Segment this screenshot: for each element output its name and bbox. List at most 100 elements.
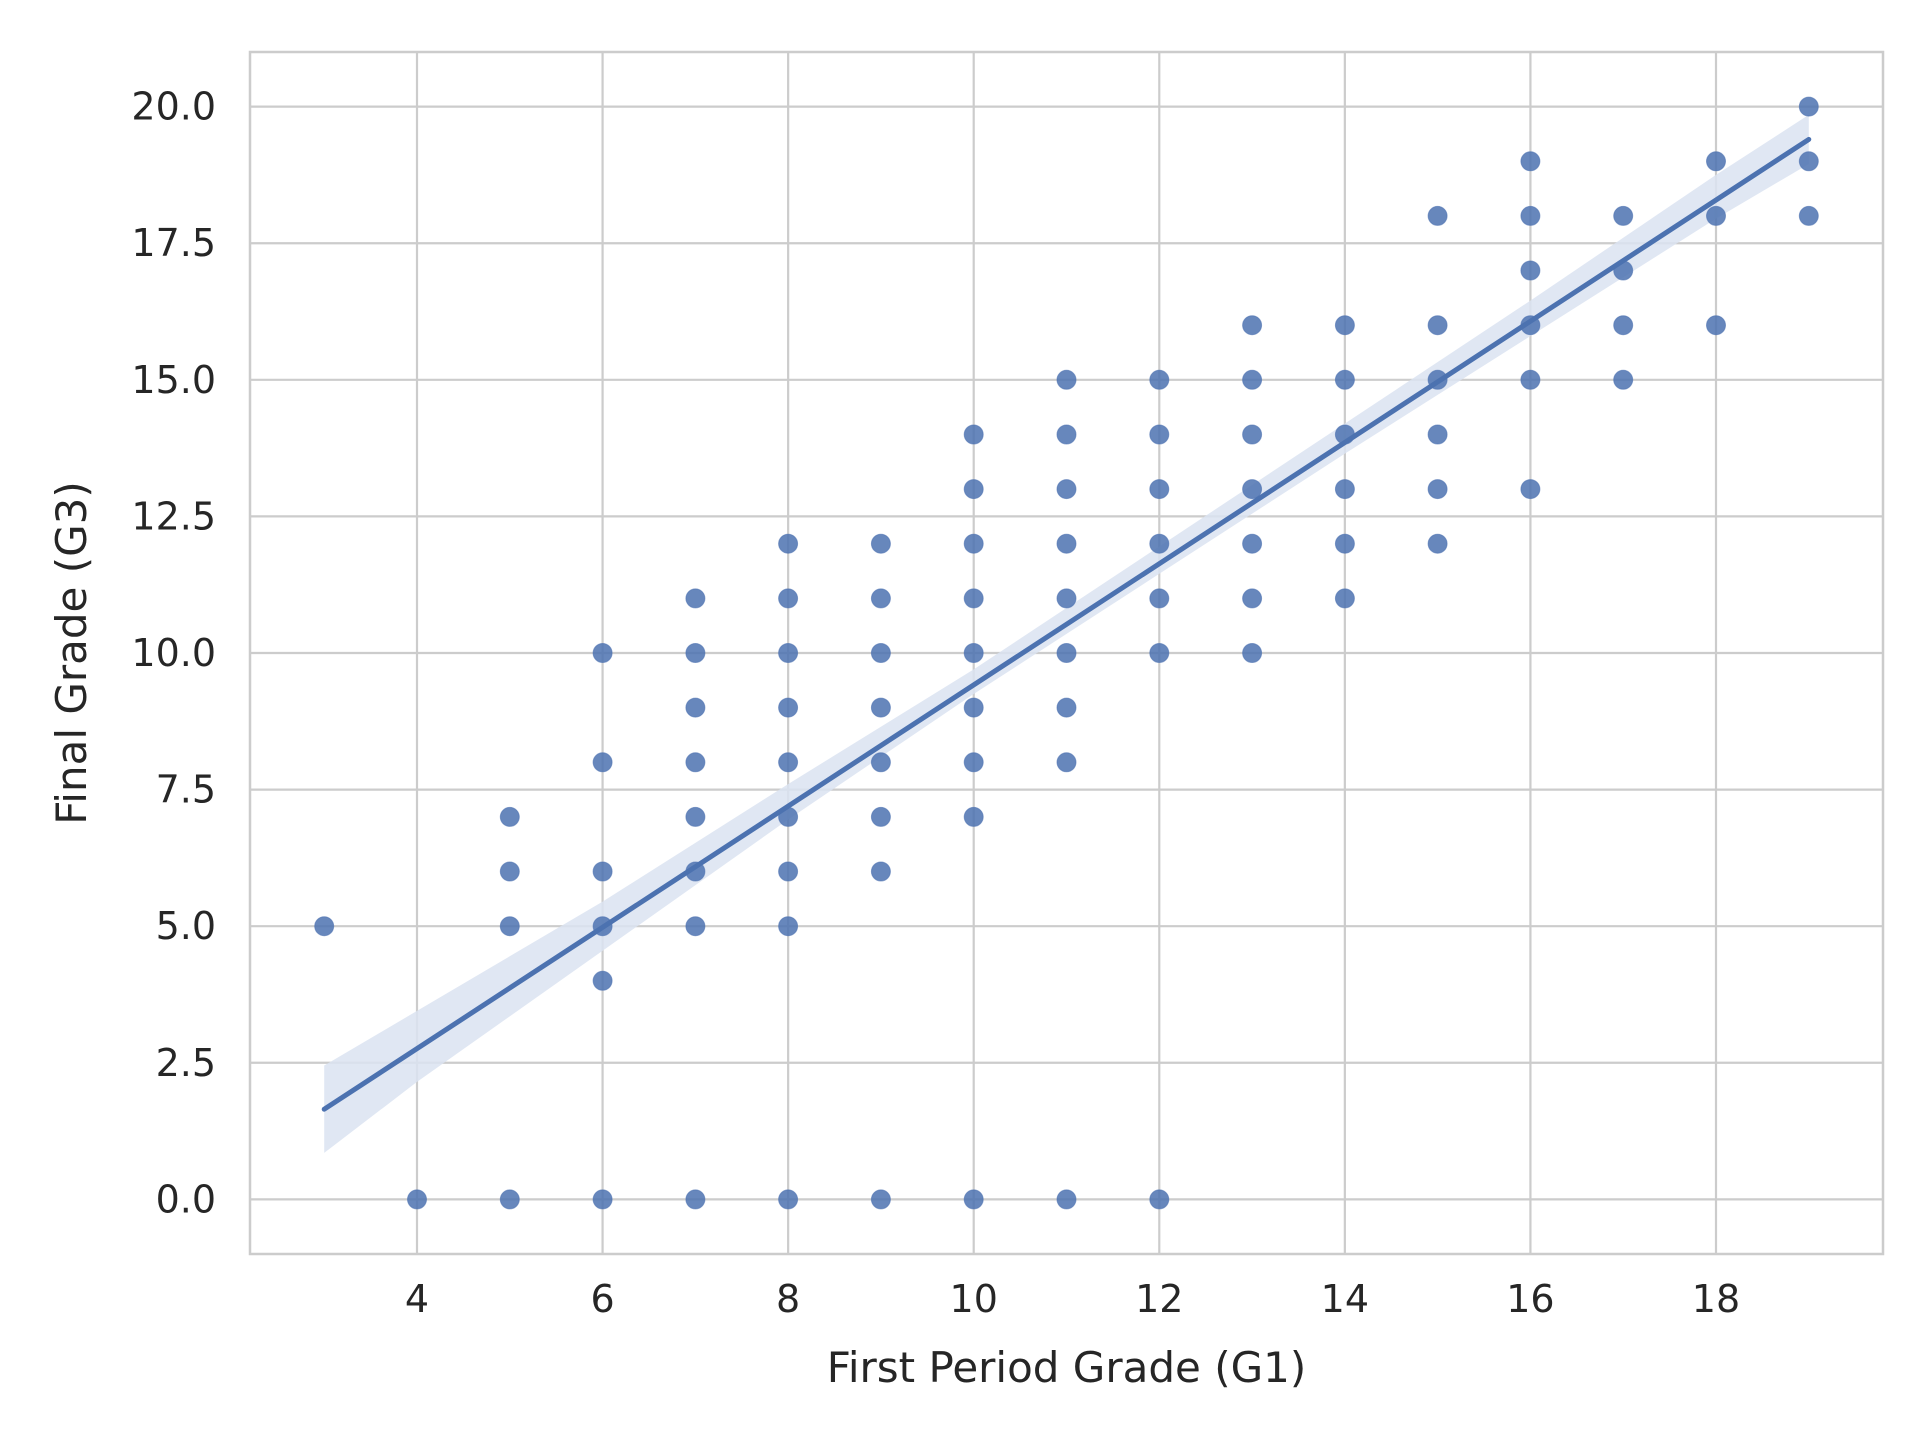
x-axis-title: First Period Grade (G1) bbox=[827, 1343, 1307, 1392]
data-point bbox=[685, 916, 706, 937]
data-point bbox=[1149, 369, 1170, 390]
data-point bbox=[1427, 315, 1448, 336]
data-point bbox=[1520, 260, 1541, 281]
data-point bbox=[1613, 205, 1634, 226]
data-point bbox=[592, 970, 613, 991]
data-point bbox=[870, 861, 891, 882]
data-point bbox=[685, 806, 706, 827]
data-point bbox=[1056, 479, 1077, 500]
data-point bbox=[1056, 697, 1077, 718]
data-point bbox=[1427, 424, 1448, 445]
y-tick-label: 0.0 bbox=[156, 1177, 216, 1221]
y-tick-labels: 0.0 2.5 5.0 7.5 10.0 12.5 15.0 17.5 20.0 bbox=[131, 85, 216, 1222]
x-tick-label: 12 bbox=[1135, 1277, 1183, 1321]
data-point bbox=[963, 806, 984, 827]
data-point bbox=[685, 697, 706, 718]
x-tick-label: 4 bbox=[405, 1277, 429, 1321]
y-tick-label: 17.5 bbox=[131, 221, 216, 265]
plot-area-frame bbox=[248, 50, 1885, 1256]
data-point bbox=[1056, 1189, 1077, 1210]
data-point bbox=[407, 1189, 427, 1210]
data-point bbox=[685, 643, 706, 663]
data-point bbox=[499, 916, 520, 937]
y-tick-label: 12.5 bbox=[131, 494, 216, 538]
x-tick-label: 16 bbox=[1506, 1277, 1554, 1321]
data-point bbox=[1334, 479, 1355, 500]
y-tick-label: 7.5 bbox=[156, 768, 216, 812]
data-point bbox=[1798, 96, 1819, 117]
data-point bbox=[870, 643, 891, 663]
x-tick-label: 14 bbox=[1321, 1277, 1369, 1321]
data-point bbox=[963, 1189, 984, 1210]
data-point bbox=[1242, 369, 1263, 390]
data-point bbox=[1149, 424, 1170, 445]
data-point bbox=[1149, 588, 1170, 609]
x-tick-labels: 4 6 8 10 12 14 16 18 bbox=[405, 1277, 1740, 1321]
data-point bbox=[685, 588, 706, 609]
data-point bbox=[685, 1189, 706, 1210]
data-point bbox=[1242, 424, 1263, 445]
y-tick-label: 10.0 bbox=[131, 631, 216, 675]
data-point bbox=[778, 533, 799, 554]
data-point bbox=[1520, 479, 1541, 500]
regression-line-layer bbox=[321, 136, 1812, 1112]
x-tick-label: 10 bbox=[950, 1277, 998, 1321]
data-point bbox=[1242, 315, 1263, 336]
data-point bbox=[1056, 533, 1077, 554]
data-point bbox=[1056, 424, 1077, 445]
data-point bbox=[1334, 588, 1355, 609]
data-point bbox=[1149, 533, 1170, 554]
data-point bbox=[778, 588, 799, 609]
data-point bbox=[870, 806, 891, 827]
data-point bbox=[1056, 369, 1077, 390]
data-point bbox=[1613, 315, 1634, 336]
y-axis-title: Final Grade (G3) bbox=[47, 481, 96, 825]
data-point bbox=[1056, 643, 1077, 663]
data-point bbox=[963, 643, 984, 663]
y-tick-label: 5.0 bbox=[156, 904, 216, 948]
y-tick-label: 20.0 bbox=[131, 85, 216, 129]
data-point bbox=[1149, 479, 1170, 500]
data-point bbox=[499, 861, 520, 882]
data-point bbox=[1520, 151, 1541, 172]
data-point bbox=[963, 697, 984, 718]
regression-line bbox=[321, 136, 1812, 1112]
data-point bbox=[963, 533, 984, 554]
data-point bbox=[1706, 151, 1726, 172]
data-point bbox=[1242, 588, 1263, 609]
x-tick-label: 18 bbox=[1692, 1277, 1740, 1321]
confidence-band-layer bbox=[324, 114, 1809, 1153]
confidence-band bbox=[324, 114, 1809, 1153]
data-point bbox=[592, 1189, 613, 1210]
data-point bbox=[592, 643, 613, 663]
data-point bbox=[778, 1189, 799, 1210]
data-point bbox=[778, 697, 799, 718]
data-point bbox=[778, 861, 799, 882]
data-point bbox=[1427, 479, 1448, 500]
data-point bbox=[1520, 205, 1541, 226]
data-point bbox=[1613, 369, 1634, 390]
data-point bbox=[1149, 1189, 1170, 1210]
data-point bbox=[870, 533, 891, 554]
data-point bbox=[778, 752, 799, 773]
x-tick-label: 8 bbox=[776, 1277, 800, 1321]
data-point bbox=[685, 752, 706, 773]
data-point bbox=[870, 1189, 891, 1210]
data-point bbox=[1798, 151, 1819, 172]
data-point bbox=[1242, 479, 1263, 500]
data-point bbox=[778, 916, 799, 937]
data-points-layer bbox=[314, 96, 1819, 1210]
data-point bbox=[1520, 369, 1541, 390]
data-point bbox=[1706, 315, 1726, 336]
x-tick-label: 6 bbox=[590, 1277, 614, 1321]
data-point bbox=[499, 806, 520, 827]
data-point bbox=[499, 1189, 520, 1210]
data-point bbox=[1706, 205, 1726, 226]
data-point bbox=[1334, 533, 1355, 554]
data-point bbox=[592, 752, 613, 773]
data-point bbox=[963, 752, 984, 773]
data-point bbox=[963, 588, 984, 609]
data-point bbox=[963, 479, 984, 500]
data-point bbox=[1334, 369, 1355, 390]
